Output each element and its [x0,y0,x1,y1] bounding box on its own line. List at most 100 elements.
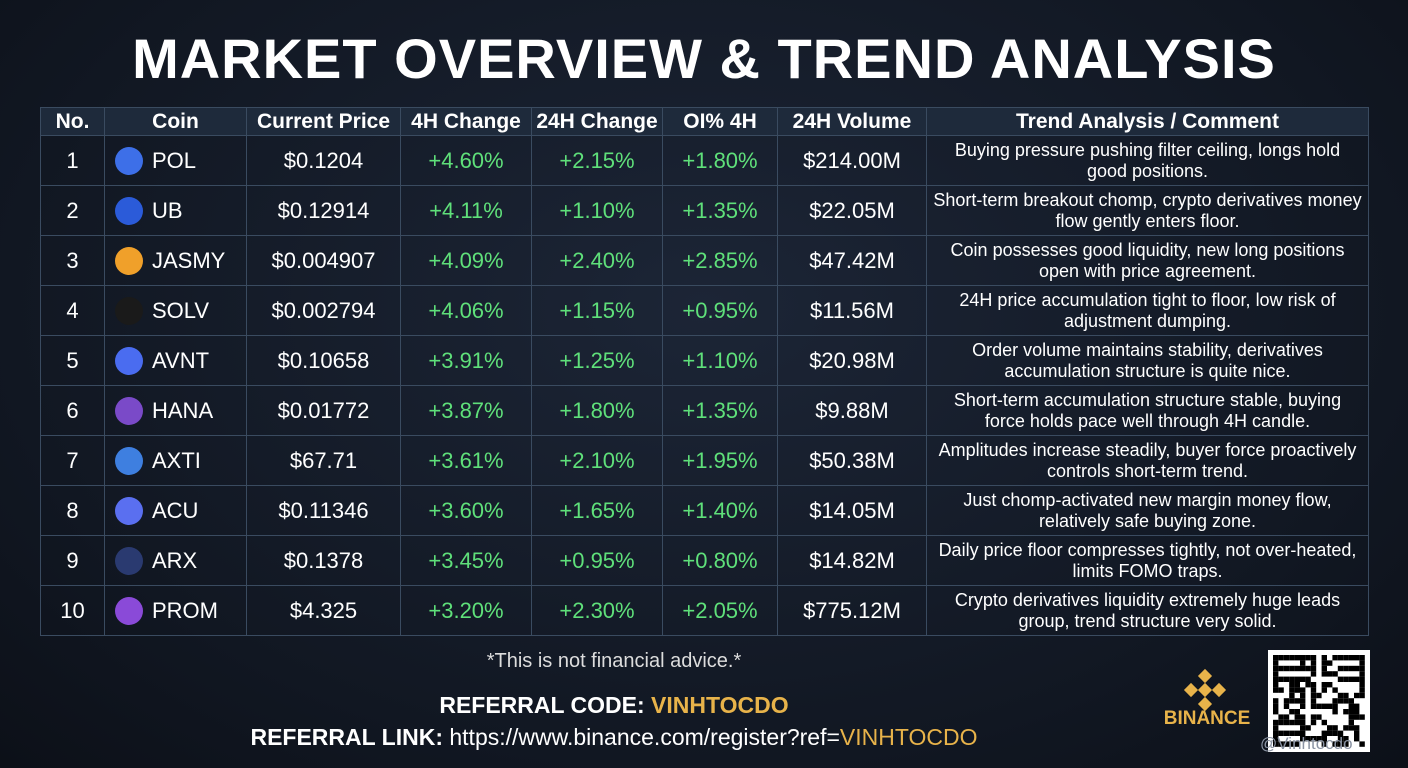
qr-module [1300,725,1306,731]
qr-module [1278,676,1284,682]
coin-name: SOLV [152,297,210,323]
header-cell: Coin [104,107,247,136]
data-cell: +2.10% [531,435,663,486]
qr-module [1310,682,1317,688]
qr-module [1310,736,1317,742]
coin-cell: PROM [104,585,247,636]
qr-module [1332,741,1338,747]
coin-name: HANA [152,397,214,423]
coin-cell: ARX [104,535,247,586]
data-cell: +4.06% [400,285,532,336]
data-cell: +4.09% [400,235,532,286]
qr-module [1300,655,1306,661]
qr-module [1283,703,1290,709]
data-cell: $0.11346 [246,485,401,536]
data-cell: +1.95% [662,435,778,486]
qr-module [1348,698,1354,704]
qr-module [1283,676,1290,682]
qr-module [1283,714,1290,720]
qr-module [1343,698,1349,704]
data-cell: $47.42M [777,235,927,286]
header-cell: Current Price [246,107,401,136]
qr-module [1327,725,1333,731]
qr-module [1294,665,1300,672]
data-cell: $9.88M [777,385,927,436]
comment-cell: Just chomp-activated new margin money fl… [926,485,1369,536]
qr-module [1332,687,1338,693]
qr-module [1343,741,1349,747]
data-cell: +1.10% [662,335,778,386]
data-cell: +0.80% [662,535,778,586]
qr-module [1300,676,1306,682]
qr-module [1289,676,1295,682]
qr-module [1321,655,1327,661]
qr-module [1273,682,1279,688]
qr-module [1273,660,1279,666]
data-cell: +4.60% [400,135,532,186]
coin-icon [115,446,143,475]
qr-module [1332,730,1338,736]
link[interactable]: https://www.binance.com/register?ref= [449,724,840,750]
binance-logo [1183,668,1227,712]
qr-module [1348,676,1354,682]
coin-cell: SOLV [104,285,247,336]
data-cell: +1.65% [531,485,663,536]
qr-module [1300,692,1306,699]
data-cell: +1.35% [662,185,778,236]
qr-module [1337,736,1344,742]
data-cell: +0.95% [531,535,663,586]
data-cell: +3.87% [400,385,532,436]
title: MARKET OVERVIEW & TREND ANALYSIS [132,27,1276,90]
data-cell: +2.05% [662,585,778,636]
data-cell: +0.95% [662,285,778,336]
qr-module [1337,698,1344,704]
data-cell: 1 [40,135,105,186]
data-cell: 3 [40,235,105,286]
data-cell: +1.35% [662,385,778,436]
qr-module [1310,660,1317,666]
coin-cell: AVNT [104,335,247,386]
qr-module [1310,665,1317,672]
link-code[interactable]: VINHTOCDO [839,724,978,750]
header-cell: 4H Change [400,107,532,136]
coin-cell: POL [104,135,247,186]
qr-module [1337,655,1344,661]
qr-module [1294,655,1300,661]
qr-module [1294,687,1300,693]
qr-module [1343,665,1349,672]
qr-module [1359,687,1365,693]
data-cell: $775.12M [777,585,927,636]
qr-module [1354,703,1360,709]
data-cell: 2 [40,185,105,236]
coin-icon [115,396,143,425]
coin-icon [115,296,143,325]
qr-module [1321,703,1327,709]
qr-module [1289,730,1295,736]
data-cell: $0.002794 [246,285,401,336]
qr-module [1289,692,1295,699]
qr-module [1283,719,1290,726]
code-label: REFERRAL CODE: [439,692,645,718]
qr-module [1273,687,1279,693]
coin-icon [115,196,143,225]
data-cell: 5 [40,335,105,386]
data-cell: 9 [40,535,105,586]
data-cell: 6 [40,385,105,436]
qr-module [1321,660,1327,666]
qr-module [1343,709,1349,715]
data-cell: 10 [40,585,105,636]
qr-module [1289,665,1295,672]
qr-module [1359,655,1365,661]
data-cell: +2.15% [531,135,663,186]
qr-module [1305,676,1311,682]
data-cell: $0.10658 [246,335,401,386]
qr-module [1337,730,1344,736]
qr-module [1283,730,1290,736]
coin-icon [115,246,143,275]
qr-module [1289,655,1295,661]
comment-cell: Short-term accumulation structure stable… [926,385,1369,436]
coin-name: AXTI [152,447,201,473]
qr-module [1273,703,1279,709]
qr-module [1321,671,1327,677]
qr-module [1327,671,1333,677]
